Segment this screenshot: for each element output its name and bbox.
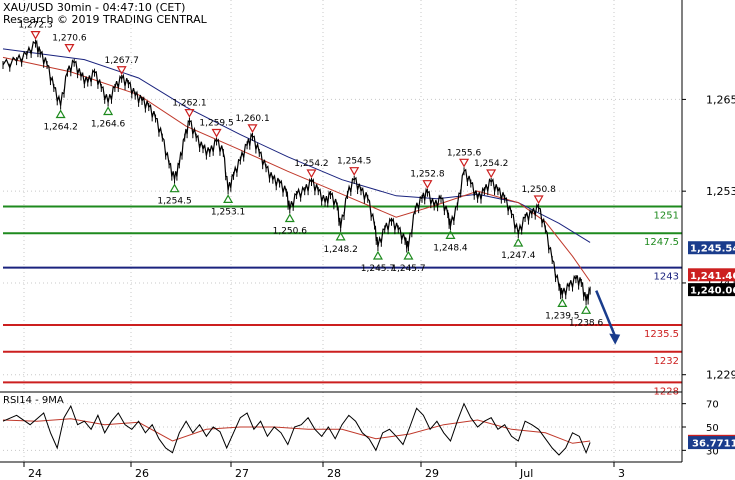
level-label-bg — [655, 327, 682, 339]
rsi-tag-label: 36.7711 — [692, 439, 735, 450]
price-tag-label: 1,245.54 — [690, 244, 735, 255]
pivot-high-marker — [30, 30, 41, 40]
y-tick-label: 1,265 — [706, 93, 735, 106]
rsi-y-tick-label: 50 — [706, 423, 719, 434]
x-tick-label: 29 — [425, 467, 439, 480]
rsi-ma-line — [2, 418, 591, 444]
pivot-low-marker — [103, 106, 114, 116]
pivot-high-marker — [459, 158, 470, 168]
pivot-low-label: 1,250.6 — [273, 227, 308, 237]
projection-arrow-head — [609, 333, 621, 345]
x-tick-label: Jul — [519, 467, 533, 480]
pivot-high-marker — [64, 43, 75, 53]
projection — [595, 290, 621, 345]
pivot-low-marker — [445, 230, 456, 239]
pivot-high-label: 1,254.2 — [294, 159, 328, 169]
pivot-high-marker — [184, 108, 195, 118]
pivot-low-label: 1,239.5 — [545, 311, 579, 321]
pivot-low-label: 1,264.2 — [43, 123, 77, 133]
pivot-high-label: 1,259.5 — [199, 118, 233, 128]
level-label: 1232 — [654, 356, 679, 367]
rsi-line — [2, 402, 591, 456]
pivot-low-label: 1,248.2 — [323, 245, 357, 255]
rsi-y-tick-label: 30 — [706, 446, 719, 457]
ma-fast-line — [2, 56, 591, 282]
pivot-low-marker — [223, 194, 234, 204]
ma-slow-line — [2, 48, 591, 243]
pivot-high-marker — [422, 180, 433, 189]
pivot-low-marker — [372, 250, 383, 260]
pivot-high-marker — [306, 169, 317, 179]
pivot-low-label: 1,245.7 — [361, 264, 395, 274]
pivot-high-marker — [211, 128, 222, 138]
pivot-low-marker — [55, 109, 66, 119]
rsi-title: RSI14 - 9MA — [3, 395, 64, 406]
pivot-high-label: 1,260.1 — [235, 114, 269, 124]
chart-copyright: Research © 2019 TRADING CENTRAL — [3, 13, 207, 26]
rsi-tag-bg — [688, 436, 735, 450]
level-label: 1247.5 — [644, 237, 679, 248]
price-series — [2, 39, 591, 306]
pivot-high-label: 1,267.7 — [104, 56, 138, 66]
pivot-low-marker — [169, 183, 180, 193]
grid — [3, 0, 682, 462]
annotations: 1,272.31,270.6 1,267.7 1,262.1 1,259.5 1,260… — [18, 21, 603, 329]
pivot-high-label: 1,254.5 — [337, 157, 371, 167]
price-tag-label: 1,241.46 — [690, 271, 735, 282]
pivot-high-label: 1,254.2 — [474, 159, 508, 169]
price-tag-bg — [688, 283, 735, 297]
level-label: 1251 — [654, 210, 679, 221]
level-label-bg — [655, 269, 682, 282]
pivot-low-label: 1,264.6 — [91, 119, 126, 129]
level-label-bg — [655, 208, 682, 221]
price-tag-bg — [688, 241, 735, 255]
pivot-low-marker — [335, 231, 346, 241]
pivot-low-marker — [284, 213, 295, 223]
x-tick-label: 26 — [135, 467, 149, 480]
pivot-low-marker — [513, 237, 524, 247]
x-tick-label: 27 — [235, 467, 249, 480]
pivot-low-marker — [581, 305, 592, 314]
pivot-high-label: 1,270.6 — [52, 34, 87, 44]
x-tick-label: 24 — [28, 467, 42, 480]
level-label: 1235.5 — [644, 329, 679, 340]
rsi-panel: RSI14 - 9MA30507037.295636.7711 — [0, 391, 735, 457]
pivot-high-marker — [533, 195, 544, 205]
pivot-high-label: 1,272.3 — [18, 21, 52, 31]
pivot-high-label: 1,252.8 — [410, 170, 445, 180]
y-tick-label: 1,253 — [706, 185, 735, 198]
price-tag-bg — [688, 268, 735, 282]
pivot-high-marker — [116, 66, 127, 75]
price-tag-label: 1,240.06 — [690, 286, 735, 297]
pivot-low-marker — [403, 250, 414, 260]
pivot-low-label: 1,247.4 — [501, 251, 536, 261]
level-label: 1243 — [654, 272, 679, 283]
pivot-low-label: 1,254.5 — [157, 197, 191, 207]
pivot-high-label: 1,255.6 — [447, 148, 482, 158]
pivot-high-label: 1,262.1 — [172, 99, 206, 109]
rsi-y-tick-label: 70 — [706, 400, 719, 411]
chart-title: XAU/USD 30min - 04:47:10 (CET) — [3, 1, 186, 14]
pivot-high-marker — [486, 169, 497, 179]
x-tick-label: 28 — [327, 467, 341, 480]
pivot-high-marker — [247, 124, 258, 134]
pivot-high-marker — [349, 167, 360, 176]
level-label-bg — [655, 353, 682, 366]
pivot-high-label: 1,250.8 — [521, 185, 556, 195]
x-tick-label: 3 — [618, 467, 625, 480]
pivot-low-label: 1,245.7 — [391, 264, 425, 274]
pivot-low-marker — [557, 298, 568, 308]
pivot-low-label: 1,248.4 — [433, 243, 468, 253]
level-label-bg — [655, 384, 682, 397]
pivot-low-label: 1,253.1 — [211, 207, 245, 217]
projection-arrow-shaft — [595, 290, 617, 338]
level-label-bg — [655, 235, 682, 248]
pivot-low-label: 1,238.6 — [569, 318, 604, 328]
y-tick-label: 1,229 — [706, 369, 735, 382]
